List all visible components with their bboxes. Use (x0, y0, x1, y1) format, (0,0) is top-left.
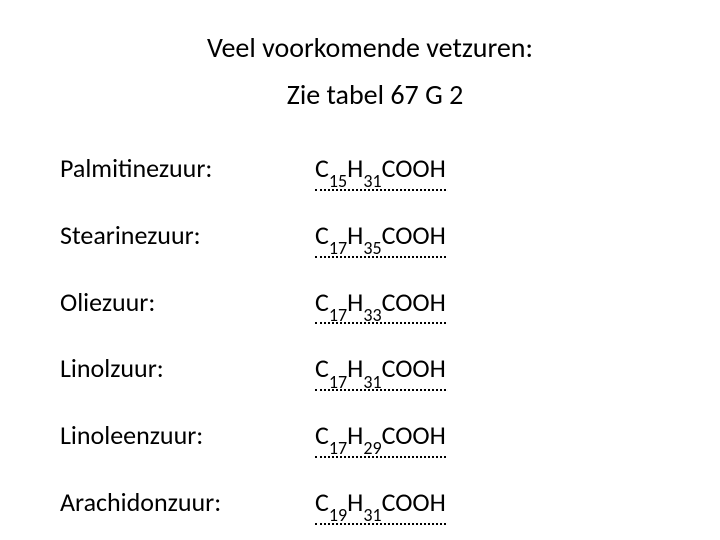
acid-name: Palmitinezuur: (40, 152, 315, 184)
acid-name: Linolzuur: (40, 352, 315, 384)
acid-name: Linoleenzuur: (40, 419, 315, 451)
acid-formula: C17H29COOH (315, 420, 446, 458)
acid-formula: C17H31COOH (315, 353, 446, 391)
list-item: Linoleenzuur:C17H29COOH (40, 419, 680, 458)
list-item: Oliezuur:C17H33COOH (40, 286, 680, 325)
list-item: Arachidonzuur:C19H31COOH (40, 486, 680, 525)
acid-name: Oliezuur: (40, 286, 315, 318)
list-item: Linolzuur:C17H31COOH (40, 352, 680, 391)
acid-formula: C17H35COOH (315, 220, 446, 258)
acid-formula: C15H31COOH (315, 153, 446, 191)
acid-name: Arachidonzuur: (40, 486, 315, 518)
list-item: Stearinezuur:C17H35COOH (40, 219, 680, 258)
fatty-acids-list: Palmitinezuur:C15H31COOHStearinezuur:C17… (40, 152, 680, 525)
acid-formula: C19H31COOH (315, 487, 446, 525)
acid-formula: C17H33COOH (315, 287, 446, 325)
page-subtitle: Zie tabel 67 G 2 (70, 77, 680, 112)
page-title: Veel voorkomende vetzuren: (60, 30, 680, 65)
acid-name: Stearinezuur: (40, 219, 315, 251)
list-item: Palmitinezuur:C15H31COOH (40, 152, 680, 191)
